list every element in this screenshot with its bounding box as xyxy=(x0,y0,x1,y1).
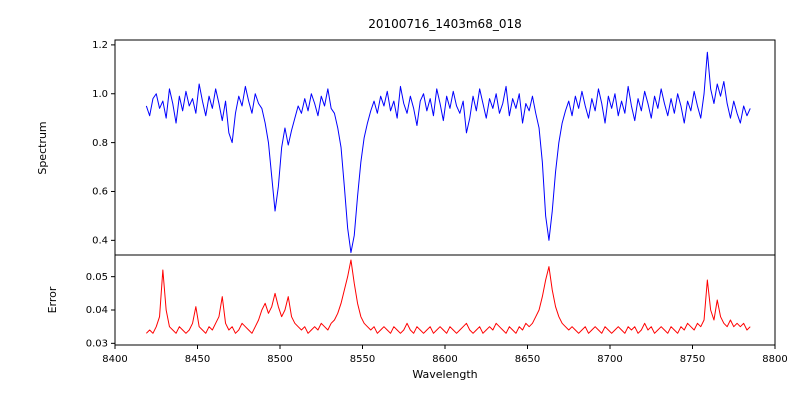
xlabel: Wavelength xyxy=(412,368,477,381)
x-tick-label: 8550 xyxy=(350,354,375,365)
spectrum-ylabel: Spectrum xyxy=(36,121,49,174)
y-tick-label: 0.04 xyxy=(86,305,108,316)
x-tick-label: 8650 xyxy=(515,354,540,365)
x-tick-label: 8800 xyxy=(762,354,787,365)
x-tick-label: 8750 xyxy=(680,354,705,365)
axes-frame xyxy=(114,39,776,256)
y-tick-label: 0.6 xyxy=(92,187,108,198)
y-tick-label: 0.4 xyxy=(92,236,108,247)
x-tick-label: 8400 xyxy=(102,354,127,365)
x-tick-label: 8600 xyxy=(432,354,457,365)
y-tick-label: 0.03 xyxy=(86,339,108,350)
y-tick-label: 1.0 xyxy=(92,89,108,100)
error-line xyxy=(145,259,751,334)
x-tick-label: 8500 xyxy=(267,354,292,365)
plot-panels: 0.4 0.6 0.8 1.0 1.2 0.03 0.04 0.05 8400 8450 8500 8… xyxy=(86,39,788,365)
spectrum-line xyxy=(145,51,751,254)
y-tick-label: 1.2 xyxy=(92,40,108,51)
error-panel: 0.03 0.04 0.05 8400 8450 8500 8550 8600 8650 8700… xyxy=(86,254,788,365)
y-tick-label: 0.8 xyxy=(92,138,108,149)
error-ylabel: Error xyxy=(46,286,59,313)
spectrum-panel: 0.4 0.6 0.8 1.0 1.2 xyxy=(92,39,776,256)
chart-title: 20100716_1403m68_018 xyxy=(368,17,521,31)
x-tick-label: 8700 xyxy=(597,354,622,365)
x-tick-label: 8450 xyxy=(185,354,210,365)
y-tick-label: 0.05 xyxy=(86,272,108,283)
